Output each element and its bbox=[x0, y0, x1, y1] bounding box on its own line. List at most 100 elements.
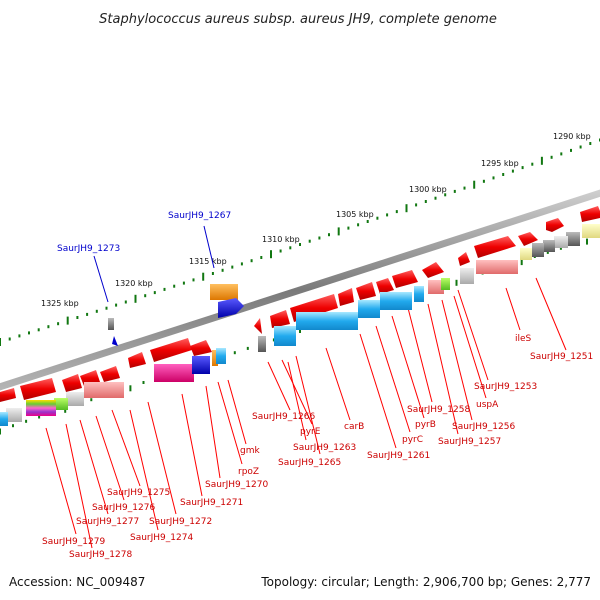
gene-block[interactable] bbox=[66, 392, 84, 406]
gene-block[interactable] bbox=[554, 236, 568, 248]
gene-label-pyre[interactable]: pyrE bbox=[300, 427, 321, 437]
scale-minor-dot bbox=[521, 166, 524, 170]
gene-arrow[interactable] bbox=[62, 374, 82, 392]
inner-scale-dot bbox=[559, 246, 562, 250]
gene-arrow[interactable] bbox=[392, 270, 418, 288]
gene-arrow[interactable] bbox=[356, 282, 376, 300]
leader-line bbox=[217, 381, 243, 465]
gene-label-saurjh9-1263[interactable]: SaurJH9_1263 bbox=[293, 443, 356, 453]
leader-line bbox=[325, 347, 351, 421]
gene-arrow[interactable] bbox=[218, 298, 244, 318]
gene-block[interactable] bbox=[441, 278, 450, 290]
gene-block[interactable] bbox=[54, 398, 68, 410]
gene-label-pyrc[interactable]: pyrC bbox=[402, 435, 423, 445]
gene-label-saurjh9-1265[interactable]: SaurJH9_1265 bbox=[278, 458, 341, 468]
gene-arrow[interactable] bbox=[20, 378, 56, 400]
inner-scale-dot bbox=[299, 330, 301, 333]
gene-label-uspa[interactable]: uspA bbox=[476, 400, 499, 410]
scale-minor-dot bbox=[105, 306, 108, 310]
gene-block[interactable] bbox=[532, 243, 544, 257]
scale-minor-dot bbox=[347, 226, 350, 230]
gene-arrow[interactable] bbox=[112, 336, 118, 346]
scale-minor-dot bbox=[453, 189, 456, 193]
gene-label-saurjh9-1275[interactable]: SaurJH9_1275 bbox=[107, 488, 170, 498]
gene-label-saurjh9-1272[interactable]: SaurJH9_1272 bbox=[149, 517, 212, 527]
gene-block[interactable] bbox=[543, 240, 555, 252]
gene-block[interactable] bbox=[296, 312, 358, 330]
gene-block[interactable] bbox=[0, 412, 8, 426]
gene-label-saurjh9-1257[interactable]: SaurJH9_1257 bbox=[438, 437, 501, 447]
gene-block[interactable] bbox=[358, 300, 380, 318]
gene-block[interactable] bbox=[380, 292, 412, 310]
gene-label-saurjh9-1274[interactable]: SaurJH9_1274 bbox=[130, 533, 193, 543]
gene-arrow[interactable] bbox=[270, 310, 290, 328]
gene-block[interactable] bbox=[414, 286, 424, 302]
scale-major-tick bbox=[202, 272, 205, 281]
gene-block[interactable] bbox=[210, 284, 238, 300]
gene-block[interactable] bbox=[212, 350, 218, 366]
gene-arrow[interactable] bbox=[474, 236, 516, 258]
gene-block[interactable] bbox=[26, 400, 56, 416]
gene-label-saurjh9-1261[interactable]: SaurJH9_1261 bbox=[367, 451, 430, 461]
inner-scale-dot bbox=[0, 428, 1, 435]
gene-label-iles[interactable]: ileS bbox=[515, 334, 532, 344]
gene-label-saurjh9-1273[interactable]: SaurJH9_1273 bbox=[57, 244, 120, 254]
gene-block[interactable] bbox=[476, 260, 518, 274]
gene-arrow[interactable] bbox=[458, 252, 470, 266]
gene-block[interactable] bbox=[460, 268, 474, 284]
gene-block[interactable] bbox=[216, 348, 226, 364]
gene-label-saurjh9-1256[interactable]: SaurJH9_1256 bbox=[452, 422, 515, 432]
leader-line bbox=[147, 401, 177, 515]
gene-arrow[interactable] bbox=[128, 352, 146, 368]
gene-label-saurjh9-1253[interactable]: SaurJH9_1253 bbox=[474, 382, 537, 392]
gene-block[interactable] bbox=[274, 326, 296, 346]
gene-label-saurjh9-1270[interactable]: SaurJH9_1270 bbox=[205, 480, 268, 490]
gene-label-gmk[interactable]: gmk bbox=[240, 446, 260, 456]
gene-block[interactable] bbox=[566, 232, 580, 246]
gene-arrow[interactable] bbox=[376, 278, 394, 294]
gene-arrow[interactable] bbox=[338, 288, 354, 306]
scale-minor-dot bbox=[144, 294, 147, 298]
scale-minor-dot bbox=[386, 213, 389, 217]
leader-line bbox=[45, 427, 77, 535]
gene-label-carb[interactable]: carB bbox=[344, 422, 364, 432]
gene-label-saurjh9-1271[interactable]: SaurJH9_1271 bbox=[180, 498, 243, 508]
gene-block[interactable] bbox=[108, 318, 114, 330]
scale-minor-dot bbox=[550, 155, 553, 159]
gene-arrow[interactable] bbox=[580, 206, 600, 222]
gene-arrow[interactable] bbox=[518, 232, 538, 246]
leader-line bbox=[281, 359, 313, 425]
scale-minor-dot bbox=[95, 309, 98, 313]
gene-arrow[interactable] bbox=[546, 218, 564, 232]
gene-arrow[interactable] bbox=[150, 338, 192, 362]
scale-minor-dot bbox=[124, 300, 127, 304]
gene-label-saurjh9-1278[interactable]: SaurJH9_1278 bbox=[69, 550, 132, 560]
gene-block[interactable] bbox=[6, 408, 22, 422]
gene-arrow[interactable] bbox=[422, 262, 444, 278]
scale-minor-dot bbox=[492, 176, 495, 180]
gene-arrow[interactable] bbox=[0, 388, 16, 402]
scale-minor-dot bbox=[18, 334, 21, 338]
gene-label-saurjh9-1251[interactable]: SaurJH9_1251 bbox=[530, 352, 593, 362]
gene-label-saurjh9-1258[interactable]: SaurJH9_1258 bbox=[407, 405, 470, 415]
inner-scale-dot bbox=[546, 250, 549, 254]
gene-arrow[interactable] bbox=[254, 318, 262, 334]
gene-block[interactable] bbox=[258, 336, 266, 352]
gene-label-pyrb[interactable]: pyrB bbox=[415, 420, 436, 430]
leader-line bbox=[295, 355, 321, 455]
gene-label-rpoz[interactable]: rpoZ bbox=[238, 467, 259, 477]
gene-block[interactable] bbox=[582, 224, 600, 238]
gene-block[interactable] bbox=[154, 364, 194, 382]
gene-label-saurjh9-1267[interactable]: SaurJH9_1267 bbox=[168, 211, 231, 221]
leader-line bbox=[457, 289, 489, 381]
gene-label-saurjh9-1276[interactable]: SaurJH9_1276 bbox=[92, 503, 155, 513]
gene-label-saurjh9-1266[interactable]: SaurJH9_1266 bbox=[252, 412, 315, 422]
gene-label-saurjh9-1279[interactable]: SaurJH9_1279 bbox=[42, 537, 105, 547]
gene-block[interactable] bbox=[84, 382, 124, 398]
gene-arrow[interactable] bbox=[190, 340, 212, 356]
gene-block[interactable] bbox=[520, 248, 532, 260]
gene-label-saurjh9-1277[interactable]: SaurJH9_1277 bbox=[76, 517, 139, 527]
gene-block[interactable] bbox=[192, 356, 210, 374]
gene-arrow[interactable] bbox=[100, 366, 120, 382]
gene-block[interactable] bbox=[428, 280, 444, 294]
